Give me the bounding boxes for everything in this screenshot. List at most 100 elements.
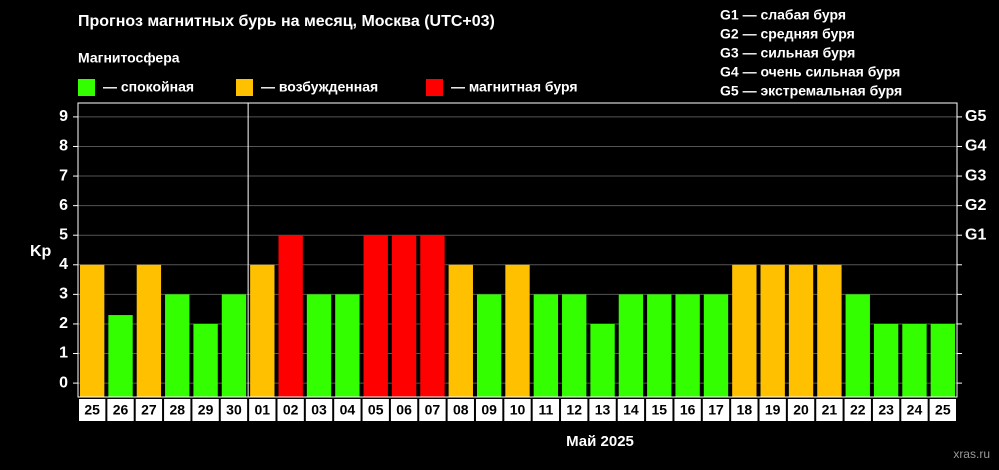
y-tick-label: 1	[59, 345, 68, 362]
x-tick-label: 07	[425, 402, 441, 418]
x-tick-cell	[532, 399, 560, 421]
x-tick-label: 03	[311, 402, 327, 418]
bar	[533, 294, 559, 397]
legend-swatch	[236, 79, 253, 96]
bar	[165, 294, 190, 397]
legend-label: — спокойная	[103, 79, 194, 95]
bar	[221, 294, 247, 397]
bar	[193, 323, 218, 397]
x-tick-cell	[419, 399, 446, 421]
bar	[562, 294, 587, 397]
chart-title: Прогноз магнитных бурь на месяц, Москва …	[78, 13, 495, 30]
bar	[363, 235, 388, 397]
y-tick-label: 9	[59, 108, 68, 125]
x-tick-label: 01	[255, 402, 271, 418]
x-tick-cell	[872, 399, 900, 421]
x-tick-cell	[759, 399, 786, 421]
x-tick-cell	[220, 399, 248, 421]
legend-label: — магнитная буря	[451, 79, 578, 95]
y2-tick-label: G3	[965, 167, 986, 184]
x-tick-cell	[787, 399, 815, 421]
note: G3 — сильная буря	[720, 45, 855, 61]
x-tick-label: 19	[765, 402, 781, 418]
y-tick-label: 6	[59, 197, 68, 214]
x-tick-label: 11	[538, 402, 553, 418]
x-tick-cell	[844, 399, 871, 421]
x-tick-label: 21	[822, 402, 838, 418]
y-tick-label: 8	[59, 138, 68, 155]
y-tick-label: 5	[59, 226, 68, 243]
y-tick-label: 3	[59, 286, 68, 303]
x-tick-label: 28	[169, 402, 185, 418]
bar	[136, 264, 162, 397]
x-tick-cell	[475, 399, 503, 421]
x-tick-label: 02	[283, 402, 299, 418]
x-tick-label: 13	[595, 402, 611, 418]
y2-tick-label: G1	[965, 226, 986, 243]
x-tick-cell	[674, 399, 701, 421]
y2-tick-label: G4	[965, 138, 986, 155]
y-tick-label: 2	[59, 315, 68, 332]
x-tick-label: 25	[84, 402, 100, 418]
x-tick-label: 30	[226, 402, 242, 418]
bar	[873, 323, 899, 397]
x-tick-cell	[447, 399, 474, 421]
legend-swatch	[78, 79, 95, 96]
bar	[306, 294, 332, 397]
x-tick-label: 09	[481, 402, 497, 418]
bar	[845, 294, 870, 397]
bar	[788, 264, 814, 397]
x-tick-label: 23	[878, 402, 894, 418]
x-tick-cell	[107, 399, 134, 421]
note: G5 — экстремальная буря	[720, 83, 902, 99]
legend-label: — возбужденная	[261, 79, 378, 95]
x-axis-label: Май 2025	[566, 433, 634, 450]
legend-swatch	[426, 79, 443, 96]
x-tick-cell	[901, 399, 928, 421]
x-tick-cell	[79, 399, 106, 421]
x-tick-cell	[816, 399, 843, 421]
note: G4 — очень сильная буря	[720, 64, 900, 80]
x-tick-cell	[646, 399, 673, 421]
x-tick-cell	[390, 399, 418, 421]
y-tick-label: 0	[59, 374, 68, 391]
x-tick-cell	[277, 399, 304, 421]
y-tick-label: 4	[59, 256, 68, 273]
x-tick-cell	[929, 399, 956, 421]
bar	[902, 323, 927, 397]
bar	[448, 264, 473, 397]
x-tick-label: 06	[396, 402, 412, 418]
x-tick-label: 26	[113, 402, 129, 418]
source: xras.ru	[953, 447, 990, 461]
x-tick-cell	[192, 399, 219, 421]
bar	[80, 264, 105, 397]
x-tick-cell	[504, 399, 531, 421]
bar	[732, 264, 757, 397]
x-tick-label: 08	[453, 402, 469, 418]
x-tick-cell	[164, 399, 191, 421]
bar	[647, 294, 672, 397]
x-tick-label: 05	[368, 402, 384, 418]
x-tick-label: 18	[737, 402, 753, 418]
x-tick-label: 04	[340, 402, 356, 418]
x-tick-cell	[334, 399, 361, 421]
x-tick-label: 27	[141, 402, 157, 418]
note: G1 — слабая буря	[720, 7, 846, 23]
y-axis-label: Kp	[30, 243, 52, 260]
y-tick-label: 7	[59, 167, 68, 184]
legend-title: Магнитосфера	[78, 50, 180, 66]
x-tick-cell	[561, 399, 588, 421]
x-tick-cell	[731, 399, 758, 421]
x-tick-cell	[305, 399, 333, 421]
bar	[930, 323, 955, 397]
y2-tick-label: G2	[965, 197, 986, 214]
x-tick-cell	[589, 399, 616, 421]
x-tick-cell	[617, 399, 645, 421]
x-tick-label: 16	[680, 402, 696, 418]
bar	[476, 294, 502, 397]
bar	[250, 264, 275, 397]
plot-border	[77, 102, 958, 398]
bar	[618, 294, 644, 397]
x-tick-label: 17	[708, 402, 724, 418]
